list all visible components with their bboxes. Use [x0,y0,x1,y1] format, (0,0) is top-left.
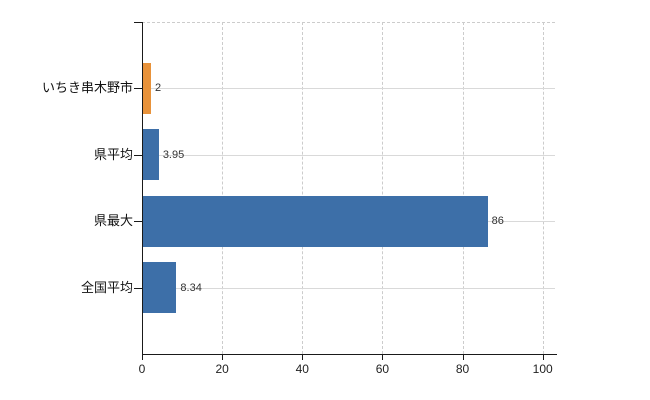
h-gridline [142,287,555,289]
category-label: 県平均 [93,146,133,162]
x-tick-label: 40 [295,362,309,376]
category-label: 県最大 [93,213,133,229]
x-tick-label: 20 [215,362,229,376]
x-tick-mark [382,355,384,360]
category-label: いちき串木野市 [41,80,133,96]
category-label: 全国平均 [80,279,133,295]
x-tick-label: 60 [375,362,390,376]
y-tick-mark [134,287,142,289]
bar-value-label: 86 [491,215,504,228]
bar [143,262,176,314]
y-tick-mark [134,221,142,223]
x-tick-mark [462,355,464,360]
v-gridline [222,22,224,354]
x-tick-mark [542,355,544,360]
h-gridline [142,88,555,90]
y-tick-mark [134,22,142,23]
x-tick-label: 100 [532,362,553,376]
x-tick-mark [302,355,304,360]
v-gridline [302,22,304,354]
bar [143,195,488,247]
bar-value-label: 2 [155,82,162,95]
h-gridline [142,154,555,156]
v-gridline [382,22,384,354]
x-tick-label: 80 [455,362,470,376]
x-axis-line [142,354,557,355]
plot-top-border [142,22,555,23]
x-tick-mark [142,355,143,360]
v-gridline [542,22,544,354]
x-tick-mark [222,355,224,360]
v-gridline [462,22,464,354]
y-tick-mark [134,154,142,156]
x-tick-label: 0 [138,362,146,376]
bar-value-label: 8.34 [180,281,202,294]
bar [143,62,151,114]
y-tick-mark [134,88,142,90]
bar-value-label: 3.95 [162,148,185,161]
y-axis-line [142,22,143,355]
bar [143,129,159,181]
